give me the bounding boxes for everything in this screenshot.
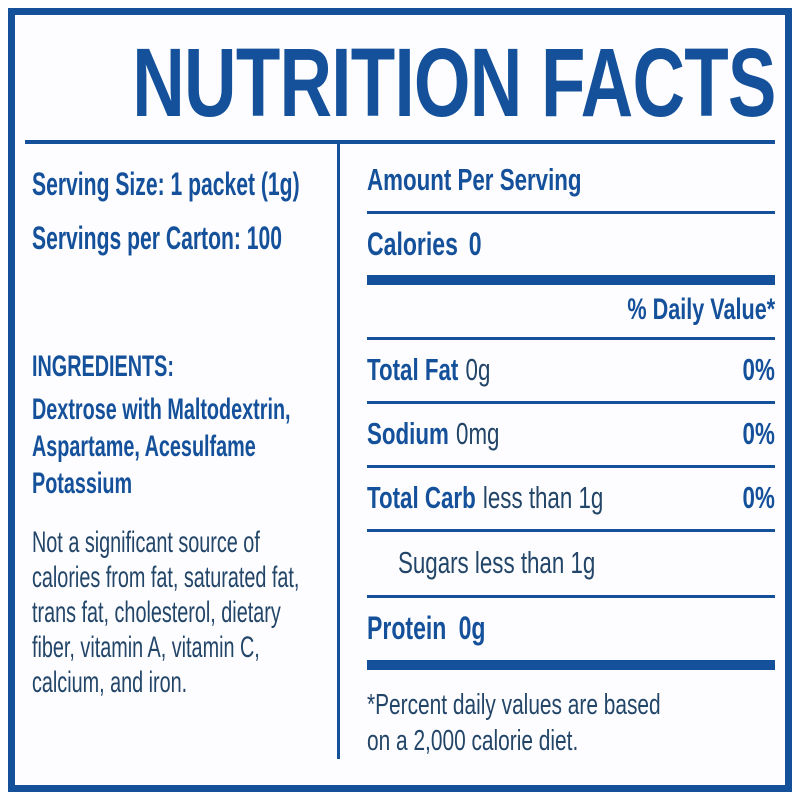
nutrient-daily-value: 0% [742,352,775,387]
ingredients-line: Potassium [32,467,133,500]
ingredients-line: Dextrose with Maltodextrin, [32,393,291,426]
label-columns: Serving Size: 1 packet (1g) Servings per… [25,144,775,785]
footnote-line: *Percent daily values are based [367,689,661,721]
right-column: Amount Per Serving Calories 0 % Daily Val… [340,144,775,785]
nutrient-label: Total Fat [367,352,459,387]
thick-rule [367,275,775,285]
protein-row: Protein 0g [367,611,775,645]
nutrient-label: Total Carb [367,480,476,515]
thick-rule [367,660,775,670]
nutrient-daily-value: 0% [742,416,775,451]
label-title-wrap: NUTRITION FACTS [25,28,776,137]
amount-per-serving-header: Amount Per Serving [367,162,582,197]
disclaimer-line: Not a significant source of [32,526,260,559]
thin-rule [367,211,775,214]
footnote: *Percent daily values are based on a 2,0… [367,687,775,759]
nutrient-amount: 0g [465,352,491,387]
calories-value: 0 [468,226,482,262]
column-divider-rule [337,144,340,759]
thin-rule [367,595,775,598]
nutrient-row-sodium: Sodium 0mg 0% [367,404,775,465]
disclaimer-line: calcium, and iron. [32,666,188,699]
thin-rule [367,401,775,404]
header-divider-rule [25,140,775,144]
left-column: Serving Size: 1 packet (1g) Servings per… [25,144,337,785]
nutrient-amount: less than 1g [482,480,604,515]
thin-rule [367,337,775,340]
sugars-row: Sugars less than 1g [398,545,596,580]
footnote-line: on a 2,000 calorie diet. [367,725,579,757]
protein-label: Protein [367,610,447,646]
protein-value: 0g [458,610,486,646]
nutrient-row-total-fat: Total Fat 0g 0% [367,340,775,401]
ingredients-heading: INGREDIENTS: [32,350,174,383]
disclaimer-line: trans fat, cholesterol, dietary [32,596,281,629]
serving-size: Serving Size: 1 packet (1g) [32,166,300,202]
servings-per-carton: Servings per Carton: 100 [32,220,283,256]
thin-rule [367,465,775,468]
thin-rule [367,529,775,532]
ingredients-line: Aspartame, Acesulfame [32,430,256,463]
nutrient-amount: 0mg [456,416,500,451]
calories-label: Calories [367,226,458,262]
disclaimer-line: fiber, vitamin A, vitamin C, [32,631,260,664]
daily-value-header: % Daily Value* [627,293,775,326]
calories-row: Calories 0 [367,227,775,261]
nutrition-label: NUTRITION FACTS Serving Size: 1 packet (… [8,8,792,792]
disclaimer-line: calories from fat, saturated fat, [32,561,300,594]
label-title: NUTRITION FACTS [132,28,776,137]
nutrient-daily-value: 0% [742,480,775,515]
nutrient-label: Sodium [367,416,449,451]
nutrient-row-total-carb: Total Carb less than 1g 0% [367,468,775,529]
